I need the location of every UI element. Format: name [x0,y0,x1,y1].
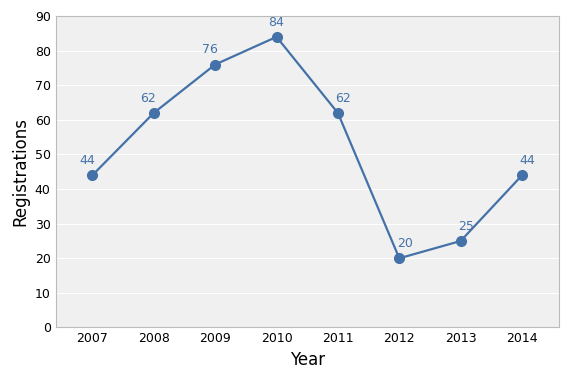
Text: 44: 44 [520,154,535,167]
Text: 76: 76 [202,43,218,56]
Text: 84: 84 [268,16,284,28]
Text: 20: 20 [397,237,413,250]
Text: 62: 62 [140,92,156,105]
X-axis label: Year: Year [290,351,325,369]
Text: 44: 44 [79,154,95,167]
Text: 62: 62 [336,92,351,105]
Y-axis label: Registrations: Registrations [11,117,29,226]
Text: 25: 25 [458,220,474,233]
